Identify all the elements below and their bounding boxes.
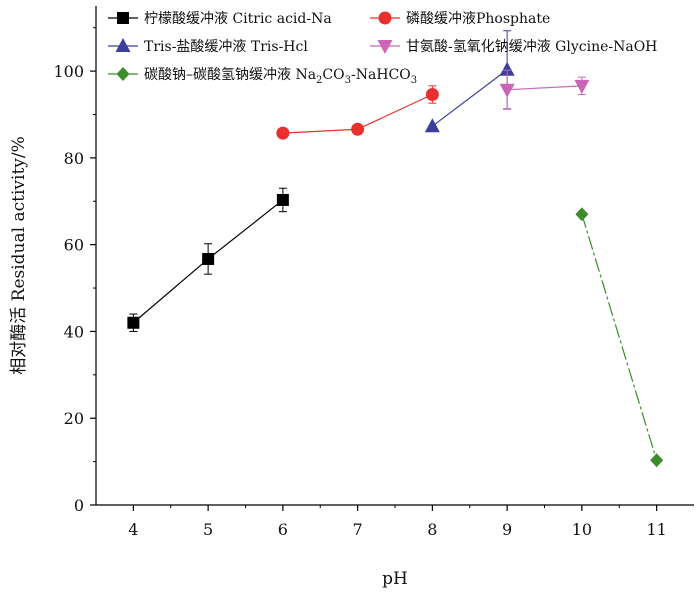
legend-item-2: Tris-盐酸缓冲液 Tris-Hcl xyxy=(108,38,308,55)
series-2-line xyxy=(432,69,508,127)
data-point-2-1 xyxy=(499,61,515,76)
data-point-3-0 xyxy=(499,83,515,98)
x-tick-label-10: 10 xyxy=(572,520,592,539)
data-point-3-1 xyxy=(574,79,590,94)
data-point-4-1 xyxy=(650,453,664,468)
data-point-2-0 xyxy=(424,118,440,133)
legend-marker xyxy=(377,40,393,54)
legend-marker xyxy=(117,12,129,24)
series-1 xyxy=(276,85,439,140)
legend-item-3: 甘氨酸-氢氧化钠缓冲液 Glycine-NaOH xyxy=(370,39,657,55)
axes: 4 5 6 7 8 9 10 11 0 20 40 60 80 100 xyxy=(53,6,694,539)
data-point-1-1 xyxy=(351,122,365,136)
x-axis-label: pH xyxy=(382,569,408,589)
y-tick-label-0: 0 xyxy=(74,496,84,515)
legend-item-1: 磷酸缓冲液Phosphate xyxy=(370,11,550,27)
series-0 xyxy=(127,187,289,332)
legend-label-0: 柠檬酸缓冲液 Citric acid-Na xyxy=(144,11,332,27)
legend-marker xyxy=(378,11,392,25)
series-4 xyxy=(575,207,664,468)
x-tick-label-6: 6 xyxy=(278,520,288,539)
legend-marker xyxy=(116,67,130,81)
x-tick-label-8: 8 xyxy=(427,520,437,539)
series-3-line xyxy=(507,85,582,91)
legend-label-4: 碳酸钠–碳酸氢钠缓冲液 Na2CO3-NaHCO3 xyxy=(144,67,417,86)
x-tick-label-9: 9 xyxy=(502,520,512,539)
series-layer xyxy=(127,30,664,468)
series-3 xyxy=(499,69,590,110)
y-tick-label-60: 60 xyxy=(64,236,84,255)
legend-label-2: Tris-盐酸缓冲液 Tris-Hcl xyxy=(144,39,308,55)
legend-item-4: 碳酸钠–碳酸氢钠缓冲液 Na2CO3-NaHCO3 xyxy=(108,67,417,86)
x-tick-label-5: 5 xyxy=(203,520,213,539)
data-point-1-2 xyxy=(425,88,439,102)
data-point-4-0 xyxy=(575,207,589,222)
legend-item-0: 柠檬酸缓冲液 Citric acid-Na xyxy=(108,11,332,27)
legend: 柠檬酸缓冲液 Citric acid-Na 磷酸缓冲液Phosphate Tris-… xyxy=(108,11,657,86)
data-point-0-2 xyxy=(276,193,289,206)
data-point-1-0 xyxy=(276,126,290,140)
data-point-0-0 xyxy=(127,316,140,329)
y-tick-label-100: 100 xyxy=(53,62,84,81)
legend-marker xyxy=(115,38,131,52)
legend-label-1: 磷酸缓冲液Phosphate xyxy=(406,11,550,27)
y-axis-label: 相对酶活 Residual activity/% xyxy=(9,136,29,375)
x-tick-label-4: 4 xyxy=(128,520,138,539)
data-point-0-1 xyxy=(202,252,215,265)
x-tick-label-7: 7 xyxy=(353,520,363,539)
series-4-line xyxy=(581,214,658,461)
legend-label-3: 甘氨酸-氢氧化钠缓冲液 Glycine-NaOH xyxy=(406,39,657,55)
y-tick-label-80: 80 xyxy=(64,149,84,168)
y-tick-label-40: 40 xyxy=(64,322,84,341)
x-tick-label-11: 11 xyxy=(646,520,666,539)
y-tick-label-20: 20 xyxy=(64,409,84,428)
